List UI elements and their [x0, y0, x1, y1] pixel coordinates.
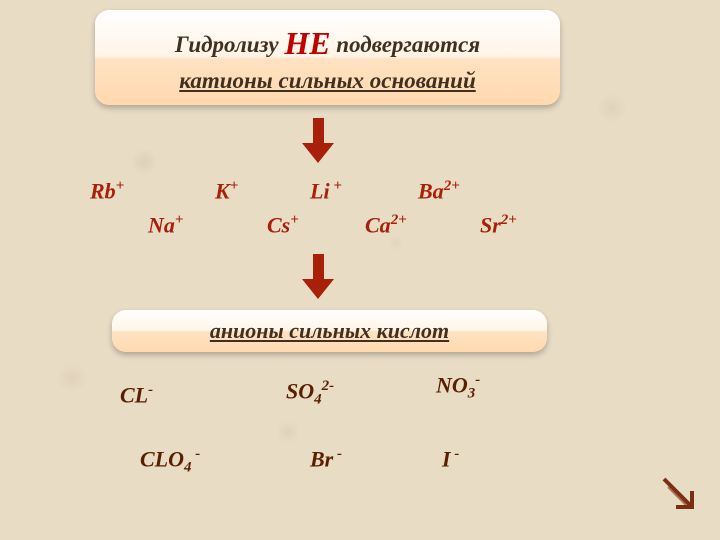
card-top-emphasis: НЕ [284, 25, 330, 61]
card-top-line1: Гидролизу НЕ подвергаются [95, 22, 560, 65]
card-strong-acid-anions: анионы сильных кислот [112, 310, 547, 352]
cation-k: K+ [215, 178, 238, 204]
anion-br: Br - [310, 446, 342, 472]
anion-clo: CLO4 - [140, 446, 200, 477]
arrow-to-anion-card [302, 254, 334, 299]
anion-no: NO3- [436, 372, 480, 403]
anion-i: I - [442, 446, 459, 472]
arrow-head [302, 279, 334, 299]
cation-ba: Ba2+ [418, 178, 460, 204]
anion-cl: CL- [120, 382, 153, 408]
cation-sr: Sr2+ [480, 212, 517, 238]
anion-so: SO42- [286, 378, 334, 409]
card-top-post: подвергаются [336, 32, 480, 57]
next-slide-arrow-icon[interactable] [658, 473, 698, 518]
arrow-to-cations [302, 118, 334, 163]
card-top-pre: Гидролизу [175, 32, 284, 57]
cation-li: Li + [310, 178, 342, 204]
cation-cs: Cs+ [267, 212, 299, 238]
card-mid-text: анионы сильных кислот [210, 318, 449, 343]
arrow-stem [313, 118, 324, 143]
arrow-stem [313, 254, 324, 279]
cation-сa: Сa2+ [365, 212, 407, 238]
card-not-hydrolyzed: Гидролизу НЕ подвергаются катионы сильны… [95, 10, 560, 105]
card-top-line2: катионы сильных оснований [95, 65, 560, 96]
slide-content: Гидролизу НЕ подвергаются катионы сильны… [0, 0, 720, 540]
arrow-head [302, 143, 334, 163]
cation-na: Na+ [148, 212, 183, 238]
cation-rb: Rb+ [90, 178, 124, 204]
